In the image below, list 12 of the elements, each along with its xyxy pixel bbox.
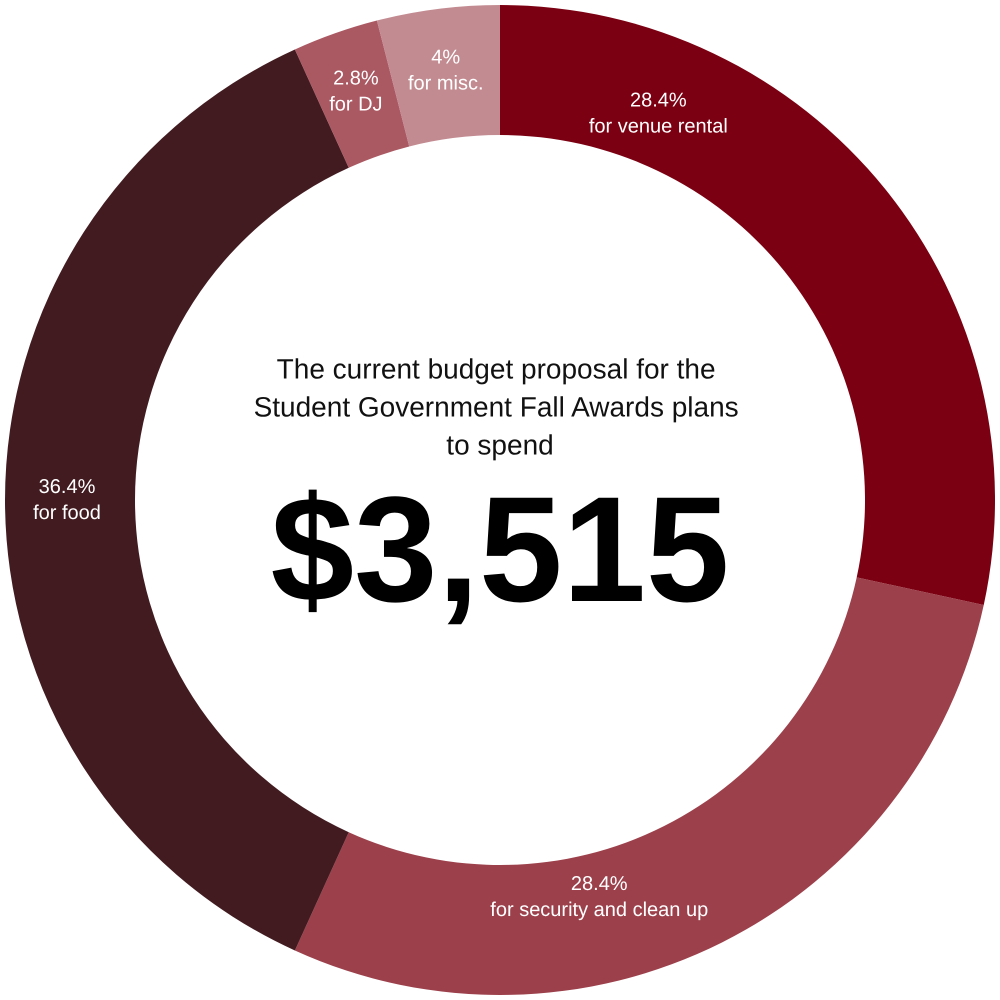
data-label: 2.8% [333,68,379,90]
text: $3,515 [270,465,730,633]
slice-label: for security and clean up [490,899,708,922]
slice-label: for DJ [329,94,383,116]
data-label: 36.4% [38,476,96,498]
slice-label: for misc. [408,72,484,94]
text: The current budget proposal for the Student Government Fall Awards plans to spend [254,354,746,460]
slice-label: for food [33,502,101,524]
slice-label: for venue rental [588,116,728,138]
data-label: 4% [431,46,460,68]
data-label: 28.4% [630,90,687,112]
data-label: 28.4% [570,873,628,896]
